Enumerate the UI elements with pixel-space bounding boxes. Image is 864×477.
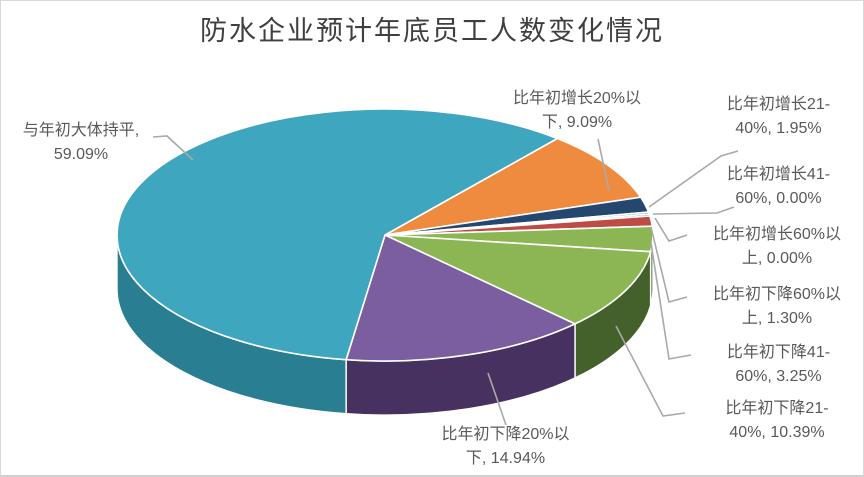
slice-label-5: 比年初下降41- 60%, 3.25% (726, 344, 831, 385)
slice-label-4: 比年初下降60%以 上, 1.30% (712, 286, 842, 327)
leader-line-5 (650, 242, 692, 360)
slice-label-3: 比年初增长60%以 上, 0.00% (712, 226, 842, 267)
pie-slice-8[interactable] (116, 108, 559, 361)
pie-slice-6[interactable] (384, 234, 652, 325)
leader-line-0 (597, 138, 610, 192)
leader-line-7 (487, 372, 507, 426)
slice-label-8: 与年初大体持平, 59.09% (22, 122, 140, 163)
slice-label-1: 比年初增长21- 40%, 1.95% (726, 96, 831, 137)
leader-line-6 (615, 325, 686, 417)
slice-label-7: 比年初下降20%以 下, 14.94% (441, 426, 570, 467)
pie-slice-7[interactable] (345, 234, 576, 362)
leader-line-1 (648, 150, 739, 208)
slice-label-2: 比年初增长41- 60%, 0.00% (726, 166, 831, 207)
leader-line-2 (652, 206, 735, 215)
slice-label-0: 比年初增长20%以 下, 9.09% (512, 90, 642, 131)
leader-line-4 (650, 226, 688, 303)
leader-line-8 (152, 135, 194, 161)
pie-slice-0[interactable] (384, 137, 642, 236)
chart-title: 防水企业预计年底员工人数变化情况 (200, 16, 664, 46)
leader-line-3 (654, 217, 688, 242)
slice-label-6: 比年初下降21- 40%, 10.39% (725, 400, 829, 441)
